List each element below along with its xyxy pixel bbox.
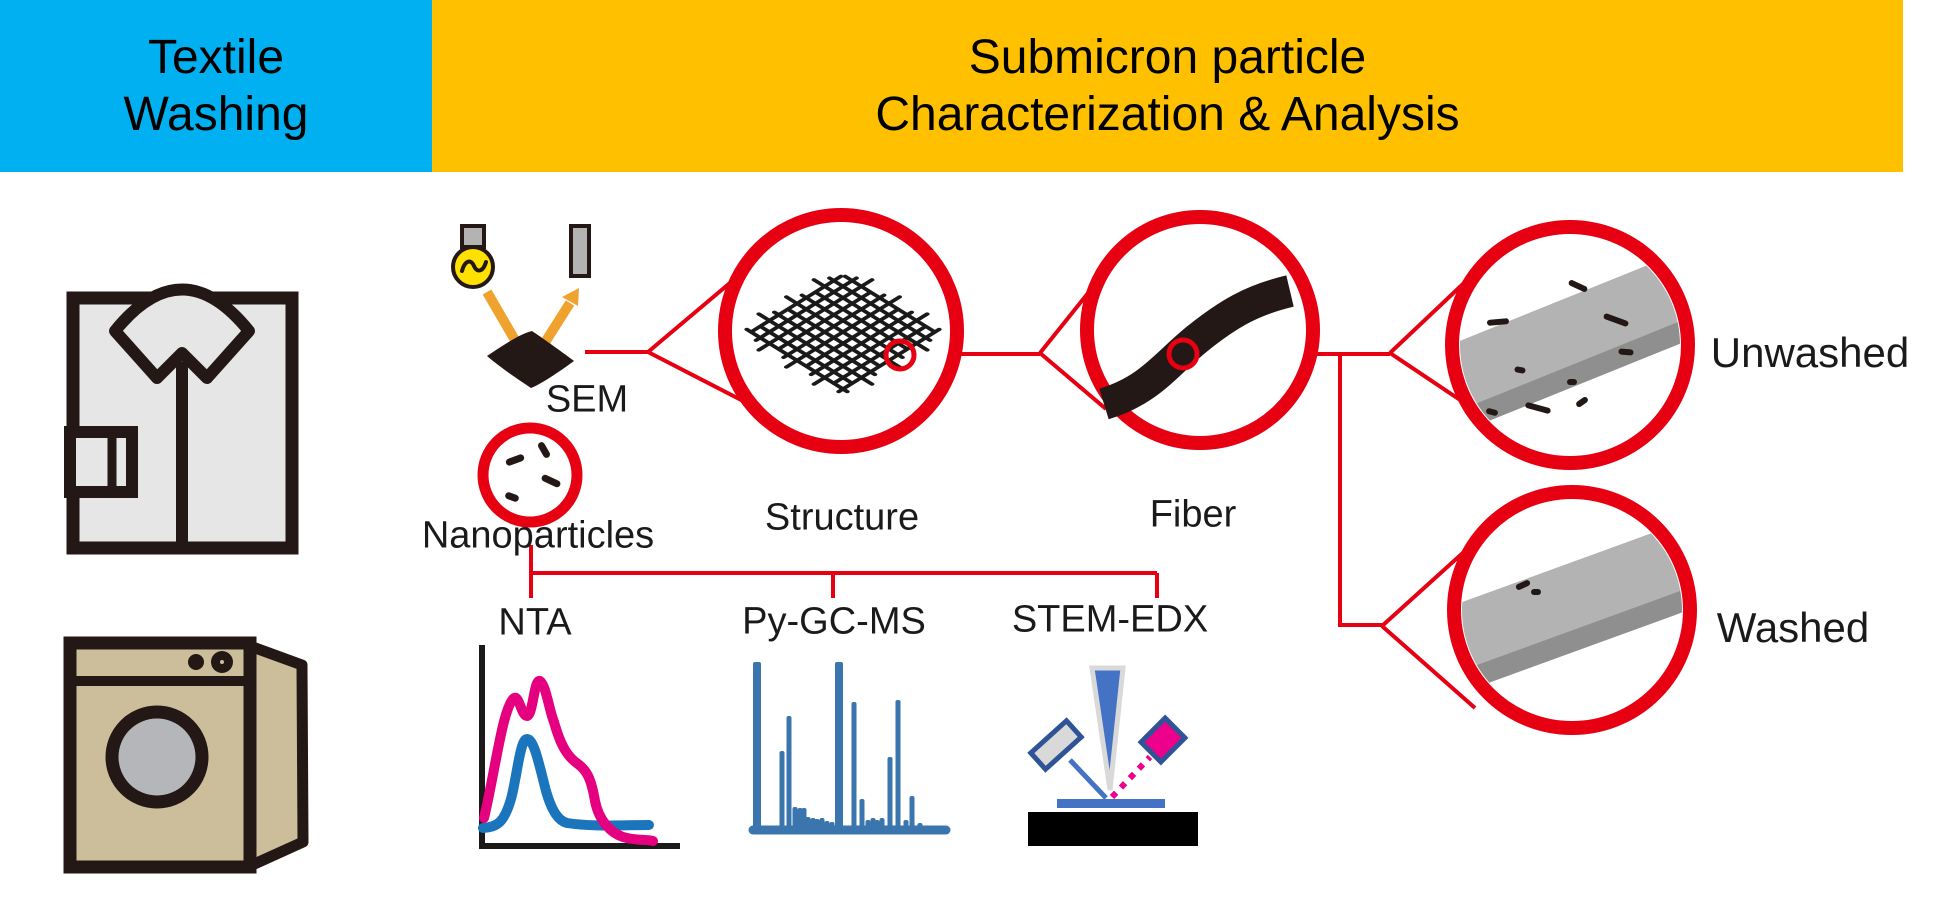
shirt-icon xyxy=(64,283,299,555)
fiber-zoom-spot xyxy=(1166,337,1200,371)
label-nta: NTA xyxy=(498,601,572,644)
edx-detector-icon xyxy=(1137,714,1189,766)
machine-knob-small xyxy=(188,654,204,670)
washed-fiber-icon xyxy=(1462,516,1682,699)
beam-arrowhead xyxy=(562,288,579,306)
header-right-line2: Characterization & Analysis xyxy=(875,88,1460,141)
header-textile-washing: Textile Washing xyxy=(0,0,432,172)
machine-knob-dot xyxy=(220,660,224,664)
py-gc-ms-icon xyxy=(748,662,951,835)
label-sem: SEM xyxy=(545,378,629,421)
label-washed: Washed xyxy=(1716,604,1870,651)
tilde-glyph xyxy=(460,259,488,273)
nta-axes xyxy=(479,645,680,849)
structure-zoom-spot xyxy=(883,338,917,372)
machine-side-panel xyxy=(244,640,309,872)
nanoparticle-specks xyxy=(505,442,561,502)
stem-stage-icon xyxy=(1028,812,1198,846)
washing-machine-icon xyxy=(63,636,309,874)
header-left-line2: Washing xyxy=(123,88,309,141)
nanoparticles-circle xyxy=(477,422,583,528)
stem-detector-icon xyxy=(1027,717,1085,773)
label-nanoparticles: Nanoparticles xyxy=(421,514,655,557)
fiber-strand-icon xyxy=(1098,275,1294,420)
header-right-line1: Submicron particle xyxy=(968,31,1367,84)
sem-detector-icon xyxy=(569,224,591,278)
header-left-line1: Textile xyxy=(147,31,285,84)
edx-xray-dotted-line xyxy=(1109,754,1153,800)
label-stem-edx: STEM-EDX xyxy=(1011,598,1209,641)
unwashed-fiber-icon xyxy=(1460,247,1680,439)
stem-grid-bar xyxy=(1057,799,1165,808)
sem-icon xyxy=(451,224,591,388)
electron-gun-cap xyxy=(460,224,486,249)
label-unwashed: Unwashed xyxy=(1710,329,1910,376)
nta-icon xyxy=(478,645,680,849)
stem-beam-cone xyxy=(1089,665,1126,791)
sem-sample-icon xyxy=(487,331,574,388)
shirt-cuff xyxy=(64,426,138,498)
stem-detector-line xyxy=(1068,758,1108,800)
label-structure: Structure xyxy=(764,496,920,539)
zoom-connector-lines xyxy=(529,260,1492,710)
header-characterization: Submicron particle Characterization & An… xyxy=(432,0,1903,172)
label-fiber: Fiber xyxy=(1149,493,1237,536)
shirt-collar xyxy=(109,283,255,384)
stem-edx-icon xyxy=(1027,665,1198,846)
machine-door xyxy=(105,705,209,809)
label-py-gc-ms: Py-GC-MS xyxy=(742,600,926,643)
